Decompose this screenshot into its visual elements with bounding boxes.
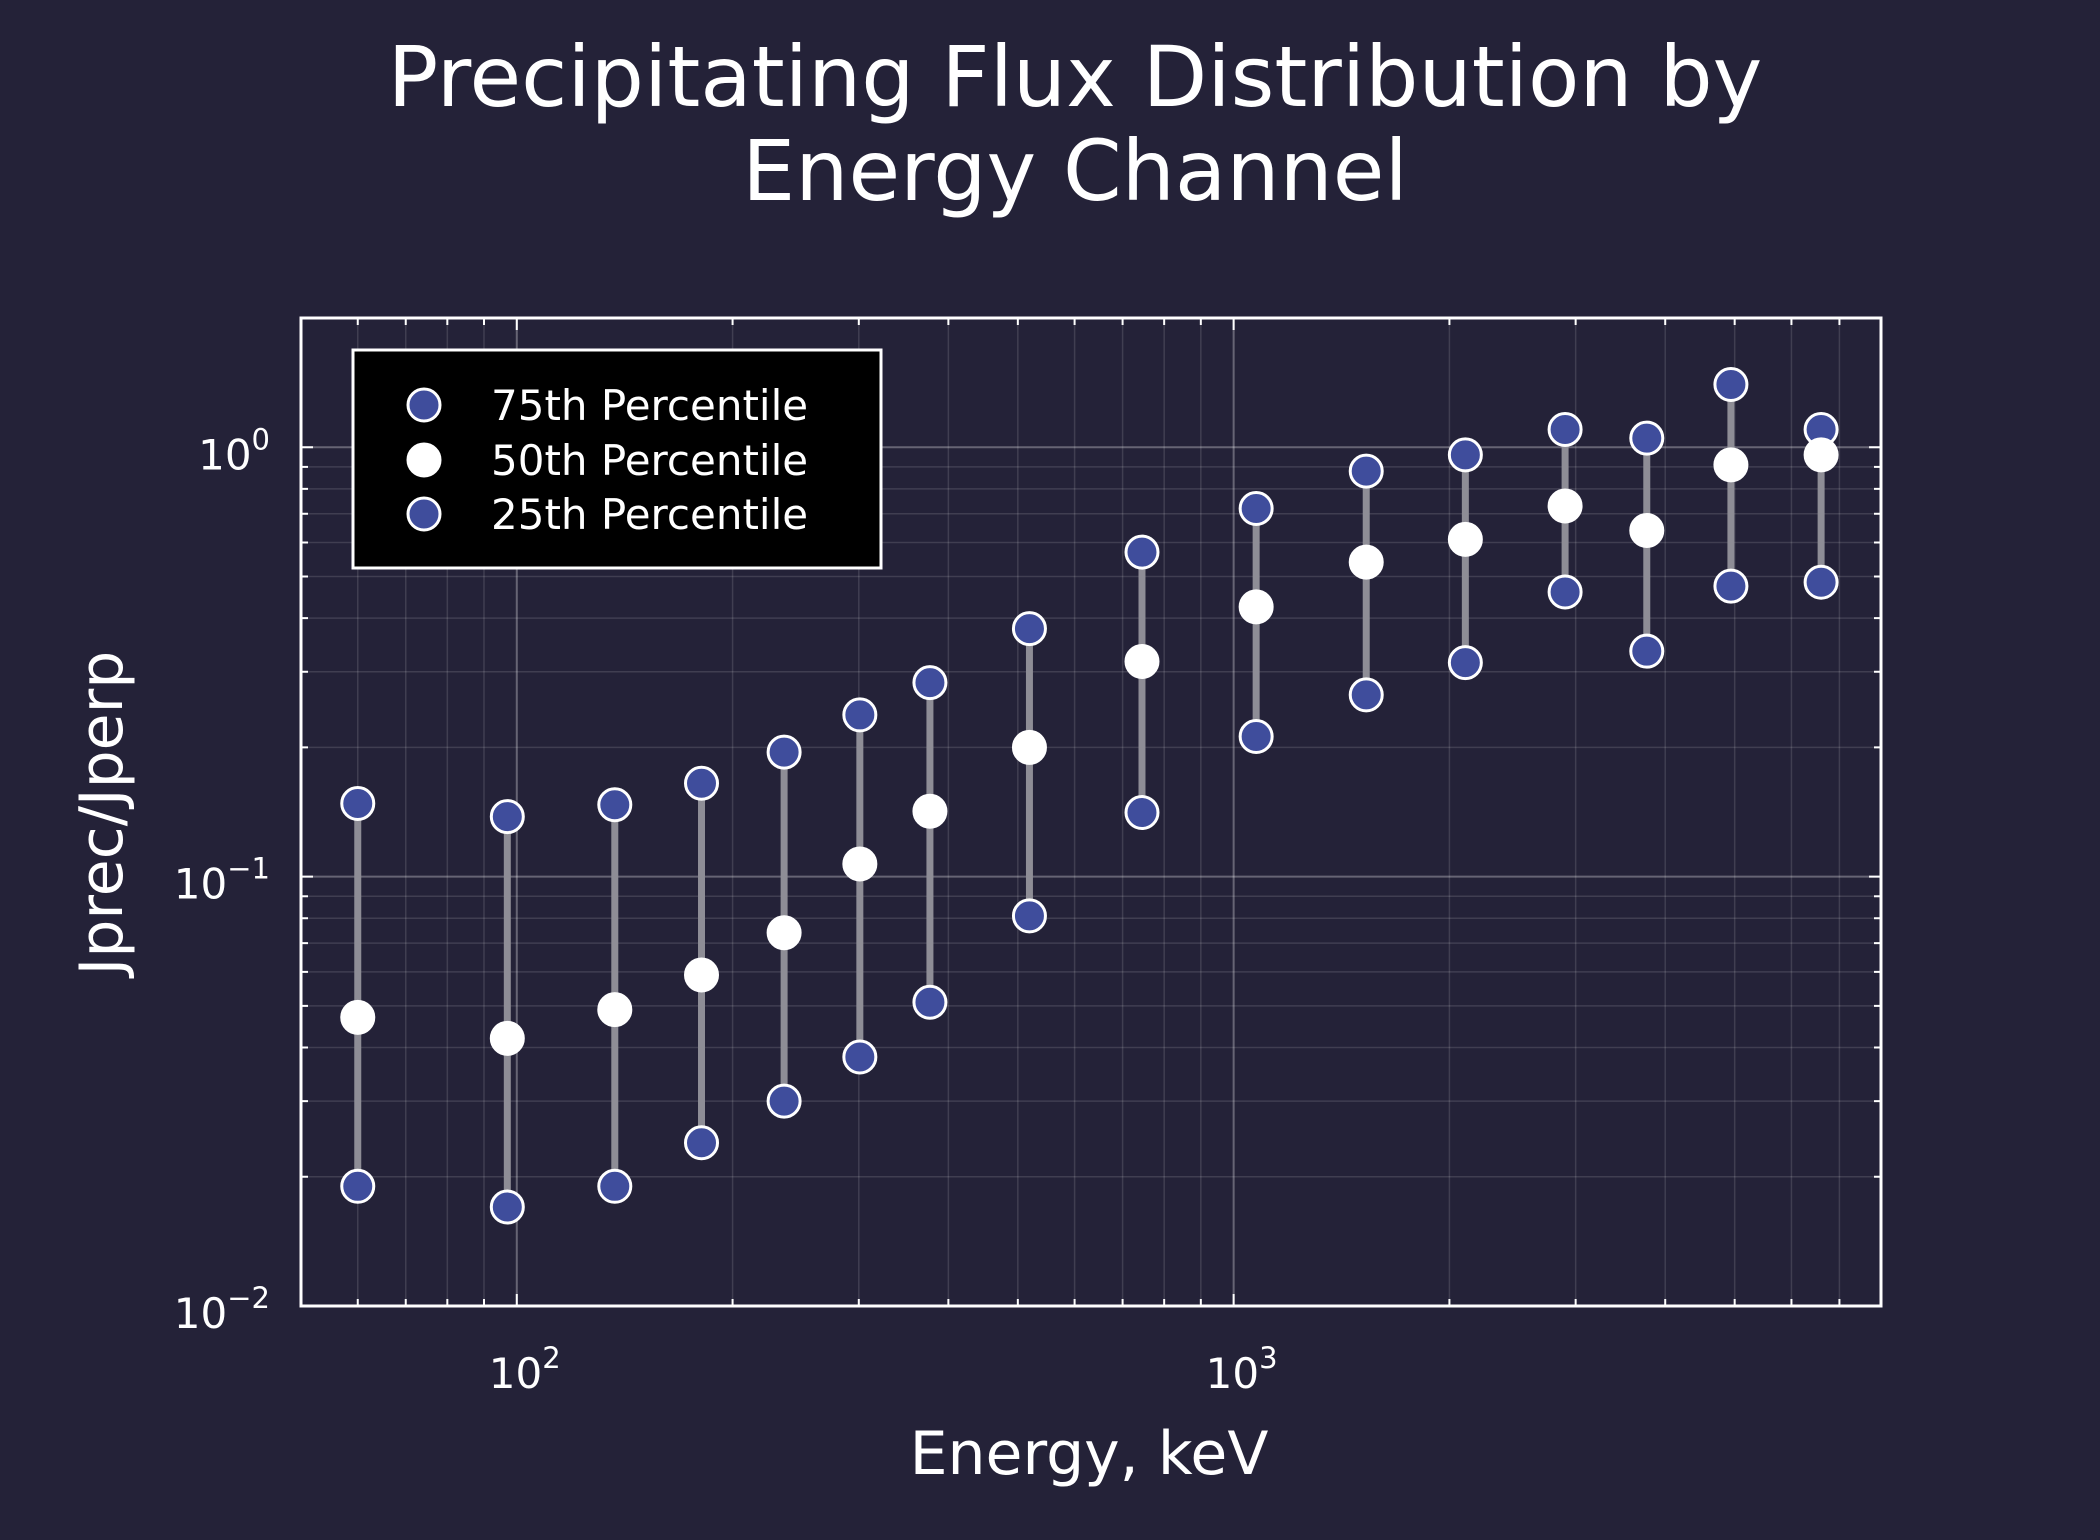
point-50th: [489, 1020, 525, 1056]
point-25th: [1713, 568, 1749, 604]
point-75th: [1713, 367, 1749, 403]
legend-label-50th: 50th Percentile: [491, 436, 808, 485]
y-axis-label: Jprec/Jperp: [67, 651, 137, 980]
point-75th: [1238, 491, 1274, 527]
legend-label-25th: 25th Percentile: [491, 490, 808, 539]
point-50th: [912, 793, 948, 829]
axis-ticks: 102 103 10−2 10−1 100: [174, 317, 1882, 1398]
point-75th: [766, 734, 802, 770]
point-25th: [1547, 574, 1583, 610]
legend-marker-75th: [406, 387, 442, 423]
point-50th: [597, 992, 633, 1028]
y-tick-label: 100: [198, 422, 270, 479]
legend-marker-50th: [406, 442, 442, 478]
legend-marker-25th: [406, 496, 442, 532]
point-50th: [1629, 512, 1665, 548]
point-50th: [766, 915, 802, 951]
point-50th: [1348, 544, 1384, 580]
point-50th: [842, 846, 878, 882]
point-50th: [1447, 521, 1483, 557]
plot-frame: [299, 316, 1883, 1308]
point-25th: [684, 1125, 720, 1161]
point-75th: [912, 665, 948, 701]
point-25th: [1348, 677, 1384, 713]
point-50th: [1238, 589, 1274, 625]
point-75th: [1124, 534, 1160, 570]
point-50th: [340, 999, 376, 1035]
y-tick-label: 10−2: [174, 1281, 270, 1338]
point-75th: [489, 799, 525, 835]
point-75th: [597, 787, 633, 823]
point-75th: [1348, 453, 1384, 489]
point-50th: [1547, 488, 1583, 524]
point-25th: [597, 1168, 633, 1204]
point-75th: [684, 765, 720, 801]
legend-label-75th: 75th Percentile: [491, 381, 808, 430]
point-50th: [684, 957, 720, 993]
point-25th: [1238, 719, 1274, 755]
point-75th: [1447, 437, 1483, 473]
point-25th: [1124, 795, 1160, 831]
point-25th: [912, 984, 948, 1020]
point-25th: [1011, 898, 1047, 934]
point-25th: [1447, 645, 1483, 681]
point-25th: [842, 1039, 878, 1075]
point-25th: [1803, 564, 1839, 600]
point-75th: [1547, 411, 1583, 447]
point-75th: [340, 786, 376, 822]
y-tick-label: 10−1: [174, 852, 270, 909]
chart-title-line-1: Precipitating Flux Distribution by: [388, 28, 1763, 126]
point-25th: [766, 1083, 802, 1119]
x-axis-label: Energy, keV: [910, 1419, 1269, 1489]
data-points: [340, 367, 1839, 1225]
point-25th: [340, 1168, 376, 1204]
point-50th: [1124, 643, 1160, 679]
legend: 75th Percentile 50th Percentile 25th Per…: [351, 348, 883, 570]
point-25th: [1629, 633, 1665, 669]
point-50th: [1803, 437, 1839, 473]
point-75th: [842, 697, 878, 733]
x-tick-label: 103: [1206, 1341, 1278, 1398]
point-75th: [1011, 611, 1047, 647]
point-25th: [489, 1189, 525, 1225]
point-50th: [1713, 447, 1749, 483]
point-75th: [1629, 420, 1665, 456]
x-tick-label: 102: [489, 1341, 561, 1398]
chart-title-line-2: Energy Channel: [742, 122, 1408, 220]
point-50th: [1011, 729, 1047, 765]
